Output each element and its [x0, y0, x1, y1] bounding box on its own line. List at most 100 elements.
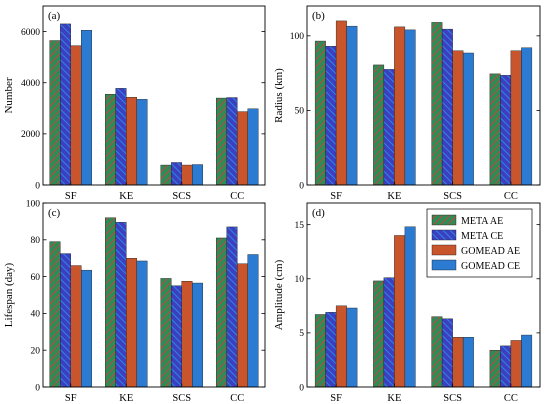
legend: META AE META CE GOMEAD AE GOMEAD CE [426, 208, 533, 278]
y-tick-label: 0 [35, 181, 40, 191]
bar-gomead-ae-sf [335, 305, 347, 388]
x-tick-label: CC [504, 191, 518, 202]
bar-meta-ae-sf [49, 241, 61, 388]
bar-gomead-ce-sf [346, 25, 358, 186]
bar-gomead-ce-scs [192, 282, 203, 388]
y-tick-label: 0 [299, 383, 304, 393]
bar-meta-ae-scs [431, 316, 443, 388]
bar-gomead-ae-scs [452, 50, 464, 186]
bar-gomead-ae-cc [237, 263, 248, 388]
x-tick-label: CC [504, 393, 518, 404]
y-tick-label: 40 [31, 310, 41, 320]
legend-swatch-meta-ae [431, 214, 457, 226]
bar-gomead-ae-ke [394, 235, 406, 388]
bar-gomead-ce-ke [404, 226, 416, 388]
bar-gomead-ce-scs [192, 164, 203, 186]
bar-meta-ae-scs [160, 164, 172, 186]
bar-gomead-ce-cc [521, 47, 533, 186]
bar-gomead-ce-cc [521, 334, 533, 388]
bar-meta-ce-ke [383, 69, 395, 186]
bar-meta-ae-ke [105, 217, 116, 388]
bar-meta-ae-sf [314, 314, 326, 388]
x-tick-label: KE [119, 393, 133, 404]
y-tick-label: 80 [31, 236, 41, 246]
bar-gomead-ae-cc [510, 50, 522, 186]
bar-meta-ce-scs [441, 318, 453, 388]
panel-label: (b) [312, 10, 325, 22]
legend-label-gomead-ae: GOMEAD AE [461, 246, 520, 257]
bar-meta-ce-ke [115, 222, 127, 388]
y-tick-label: 20 [31, 347, 41, 357]
bar-meta-ae-ke [373, 280, 385, 388]
legend-label-meta-ae: META AE [461, 216, 503, 227]
bar-gomead-ce-sf [81, 30, 92, 186]
bar-meta-ae-ke [105, 94, 116, 186]
x-tick-label: SCS [172, 191, 191, 202]
bar-gomead-ce-ke [136, 99, 148, 186]
bar-meta-ce-cc [500, 75, 512, 186]
bar-meta-ce-sf [325, 312, 337, 388]
y-axis-label: Lifespan (day) [3, 262, 15, 327]
bar-gomead-ce-scs [462, 337, 474, 388]
bar-gomead-ae-scs [452, 337, 464, 388]
y-tick-label: 100 [290, 32, 305, 42]
y-tick-label: 10 [295, 275, 305, 285]
bar-gomead-ae-ke [126, 258, 137, 388]
bar-gomead-ce-ke [136, 260, 148, 388]
panel-b: SF KE SCS CC 0 50 100 Radius (km) (b) [273, 5, 541, 202]
bar-meta-ce-scs [441, 28, 453, 186]
bar-meta-ce-sf [60, 253, 71, 388]
x-tick-label: SCS [443, 393, 462, 404]
x-tick-label: CC [230, 393, 244, 404]
x-tick-label: KE [119, 191, 133, 202]
bar-gomead-ce-sf [346, 307, 358, 388]
y-tick-label: 60 [31, 273, 41, 283]
bar-gomead-ce-scs [462, 52, 474, 186]
bar-meta-ae-cc [216, 97, 227, 186]
y-axis-label: Number [3, 77, 15, 113]
y-tick-label: 6000 [21, 28, 40, 38]
bar-gomead-ae-ke [126, 97, 137, 186]
bar-gomead-ae-ke [394, 26, 406, 186]
bar-meta-ae-cc [489, 73, 501, 186]
x-tick-label: KE [387, 393, 401, 404]
y-tick-label: 0 [299, 181, 304, 191]
bar-gomead-ae-scs [181, 281, 193, 388]
bar-gomead-ce-cc [247, 108, 259, 186]
panel-label: (d) [312, 207, 325, 219]
panel-c: SF KE SCS CC 0 20 40 60 80 100 Lifespan (day) (c) [3, 199, 266, 404]
y-tick-label: 50 [295, 107, 305, 117]
y-tick-label: 15 [295, 221, 305, 231]
x-tick-label: SF [65, 191, 77, 202]
panel-label: (a) [48, 10, 61, 22]
bar-meta-ae-cc [216, 237, 227, 388]
bar-meta-ae-ke [373, 64, 385, 186]
plot-frame [306, 202, 541, 388]
y-tick-label: 4000 [21, 79, 40, 89]
x-tick-label: SF [330, 191, 342, 202]
bar-meta-ce-scs [171, 285, 182, 388]
y-axis-label: Radius (km) [273, 68, 285, 123]
panel-a: SF KE SCS CC 0 2000 4000 6000 Number (a) [3, 5, 266, 202]
panel-label: (c) [48, 207, 61, 219]
bar-meta-ce-cc [226, 97, 238, 186]
bar-meta-ce-scs [171, 162, 182, 186]
bar-gomead-ae-scs [181, 164, 193, 186]
x-tick-label: SF [65, 393, 77, 404]
legend-label-gomead-ce: GOMEAD CE [461, 261, 520, 272]
legend-swatch-meta-ce [431, 229, 457, 241]
y-tick-label: 100 [26, 199, 41, 209]
bar-gomead-ae-sf [70, 265, 82, 388]
x-tick-label: SF [330, 393, 342, 404]
bar-meta-ae-sf [314, 40, 326, 186]
legend-swatch-gomead-ce [431, 259, 457, 271]
bar-meta-ce-cc [226, 226, 238, 388]
x-tick-label: CC [230, 191, 244, 202]
bar-gomead-ae-sf [70, 45, 82, 186]
bar-meta-ae-sf [49, 40, 61, 186]
bar-meta-ce-sf [325, 46, 337, 186]
panel-d: SF KE SCS CC 0 5 10 15 Amplitude (cm) (d) [273, 202, 541, 404]
bar-meta-ce-cc [500, 345, 512, 388]
plot-frame [42, 5, 266, 186]
bar-gomead-ae-sf [335, 20, 347, 186]
